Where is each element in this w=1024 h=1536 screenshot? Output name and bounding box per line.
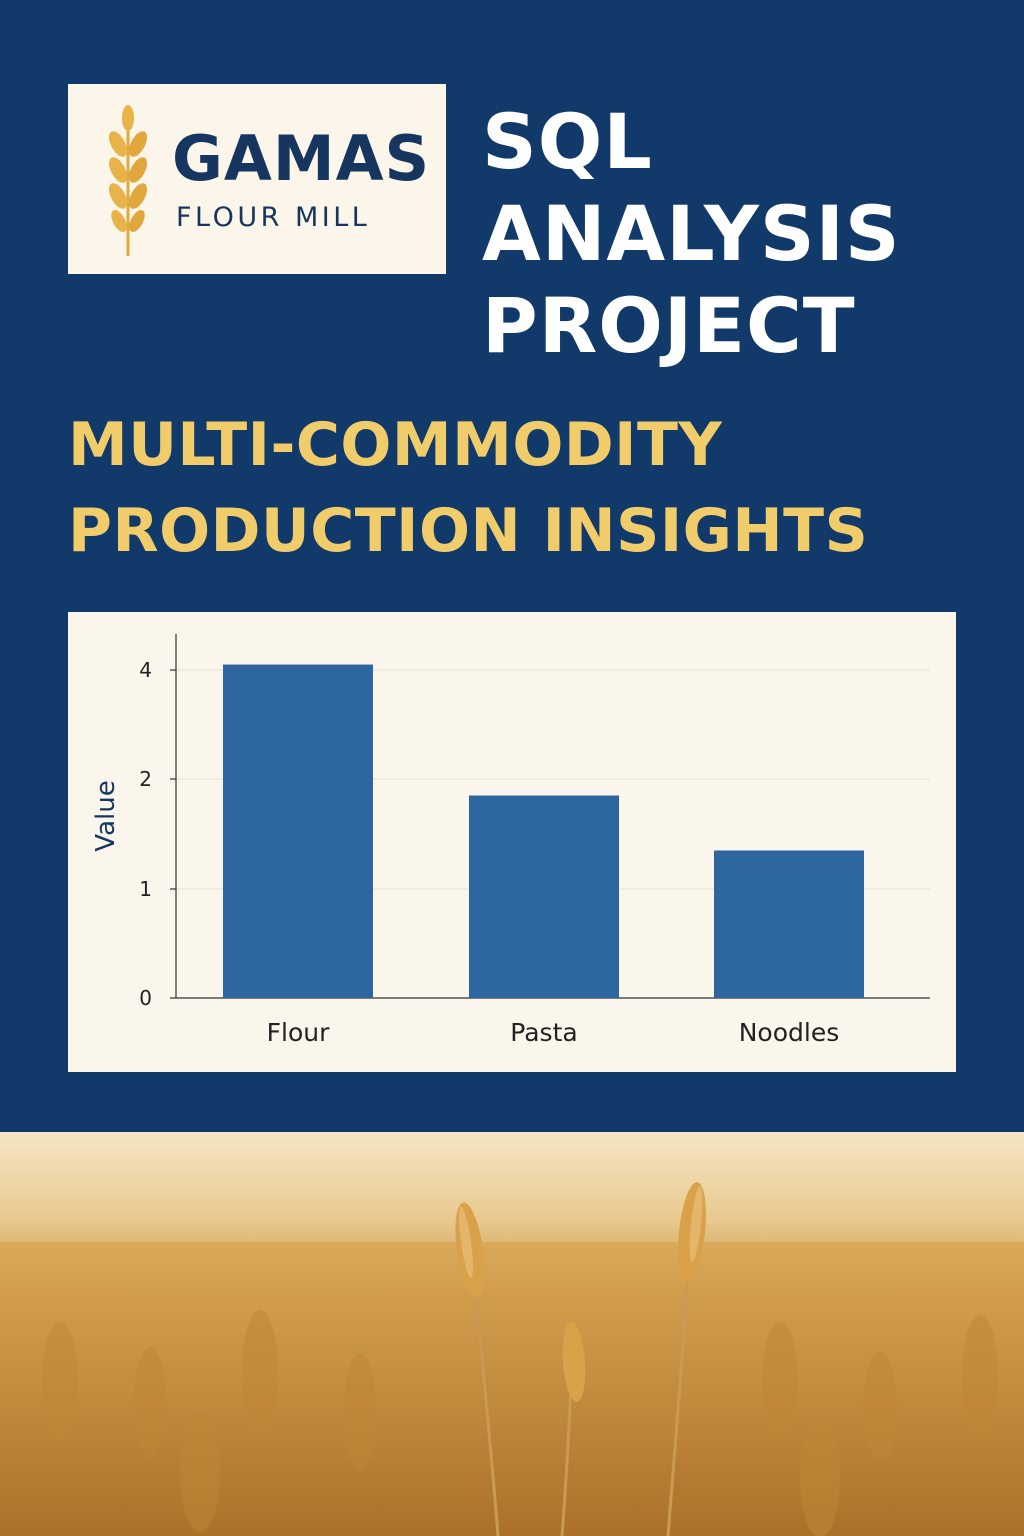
subtitle-line-1: MULTI-COMMODITY [68,410,723,480]
title-line-1: SQL [482,97,653,186]
logo-name: GAMAS [172,122,431,195]
y-tick-label: 1 [139,877,152,901]
wheat-icon [108,105,148,256]
logo-subtitle: FLOUR MILL [176,202,371,233]
bar-noodles [714,850,864,998]
bar-flour [223,664,373,998]
x-tick-label: Pasta [510,1018,577,1047]
page-title: SQL ANALYSIS PROJECT [482,96,1002,372]
title-line-3: PROJECT [482,281,856,370]
chart-panel: 0 1 2 4 Value Flour Pasta Noodles [68,612,956,1072]
page-subtitle: MULTI-COMMODITY PRODUCTION INSIGHTS [68,402,1008,574]
wheat-field-image [0,1132,1024,1536]
title-line-2: ANALYSIS [482,189,901,278]
logo-box: GAMAS FLOUR MILL [68,84,446,274]
y-tick-label: 2 [139,767,152,791]
y-axis-label: Value [91,780,121,851]
x-tick-label: Flour [267,1018,330,1047]
x-tick-label: Noodles [739,1018,840,1047]
y-tick-label: 4 [139,658,152,682]
y-tick-label: 0 [139,986,152,1010]
bar-pasta [469,795,619,998]
subtitle-line-2: PRODUCTION INSIGHTS [68,496,869,566]
bar-chart: 0 1 2 4 Value Flour Pasta Noodles [91,634,930,1047]
